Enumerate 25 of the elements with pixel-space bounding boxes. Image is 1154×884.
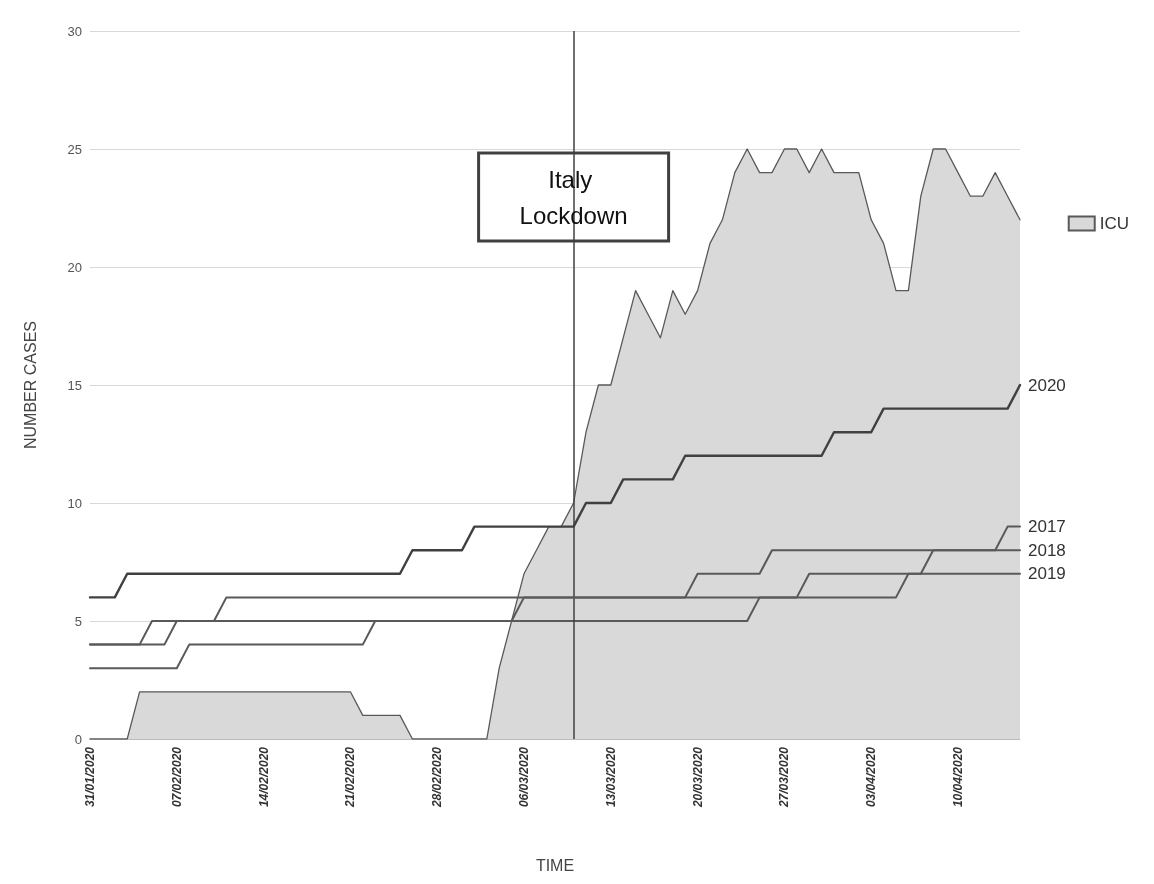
y-tick-label: 5 <box>74 613 82 629</box>
x-tick-label: 03/04/2020 <box>864 746 879 808</box>
x-tick-label: 27/03/2020 <box>777 746 792 809</box>
y-tick-label: 20 <box>67 259 82 275</box>
y-tick-label: 15 <box>67 377 82 393</box>
x-tick-label: 20/03/2020 <box>690 746 705 809</box>
x-axis-title: TIME <box>535 856 575 874</box>
x-tick-label: 13/03/2020 <box>603 746 618 808</box>
legend-label: ICU <box>1099 214 1129 233</box>
y-tick-label: 10 <box>67 495 82 511</box>
x-tick-label: 14/02/2020 <box>256 746 271 808</box>
y-tick-label: 30 <box>67 23 82 39</box>
y-tick-label: 0 <box>74 731 82 747</box>
series-label: 2020 <box>1028 375 1066 395</box>
series-label: 2018 <box>1028 540 1066 560</box>
x-tick-label: 31/01/2020 <box>83 746 97 808</box>
series-label: 2019 <box>1028 564 1066 584</box>
x-tick-label: 28/02/2020 <box>430 746 445 809</box>
y-axis-title: NUMBER CASES <box>21 320 39 450</box>
x-tick-label: 06/03/2020 <box>517 746 531 808</box>
x-tick-label: 21/02/2020 <box>343 746 358 809</box>
series-label: 2017 <box>1028 517 1066 537</box>
x-tick-label: 10/04/2020 <box>951 746 965 808</box>
y-tick-label: 25 <box>67 141 82 157</box>
x-tick-label: 07/02/2020 <box>169 746 184 808</box>
